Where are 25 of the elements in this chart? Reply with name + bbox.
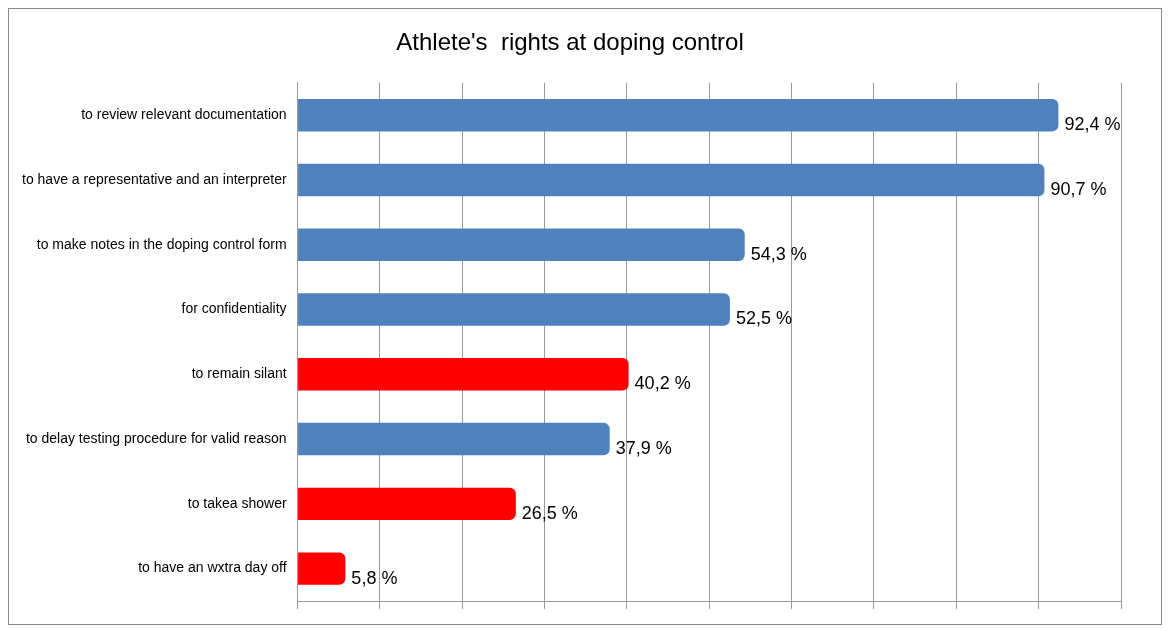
y-tick-label: to remain silant [191, 365, 287, 382]
bar [298, 552, 346, 585]
data-label: 52,5 % [735, 308, 792, 329]
data-label: 92,4 % [1064, 114, 1121, 135]
data-label: 37,9 % [615, 438, 672, 459]
y-tick-label: to have a representative and an interpreter [21, 170, 287, 187]
bar [298, 422, 610, 456]
bar [298, 228, 745, 261]
bar [298, 98, 1059, 132]
bar [298, 358, 629, 391]
data-label: 5,8 % [351, 567, 398, 588]
bar [298, 163, 1045, 197]
data-label: 54,3 % [750, 243, 807, 264]
y-tick-label: to make notes in the doping control form [36, 235, 287, 252]
y-tick-label: for confidentiality [181, 300, 287, 317]
data-label: 90,7 % [1050, 178, 1107, 199]
bar [298, 293, 730, 326]
y-tick-label: to review relevant documentation [81, 106, 287, 123]
y-tick-label: to takea shower [187, 494, 287, 511]
data-label: 26,5 % [521, 502, 578, 523]
y-tick-label: to delay testing procedure for valid reason [25, 429, 287, 446]
bar [298, 487, 516, 521]
chart-title: Athlete's rights at doping control [396, 28, 744, 56]
y-tick-label: to have an wxtra day off [138, 559, 287, 576]
data-label: 40,2 % [634, 373, 691, 394]
